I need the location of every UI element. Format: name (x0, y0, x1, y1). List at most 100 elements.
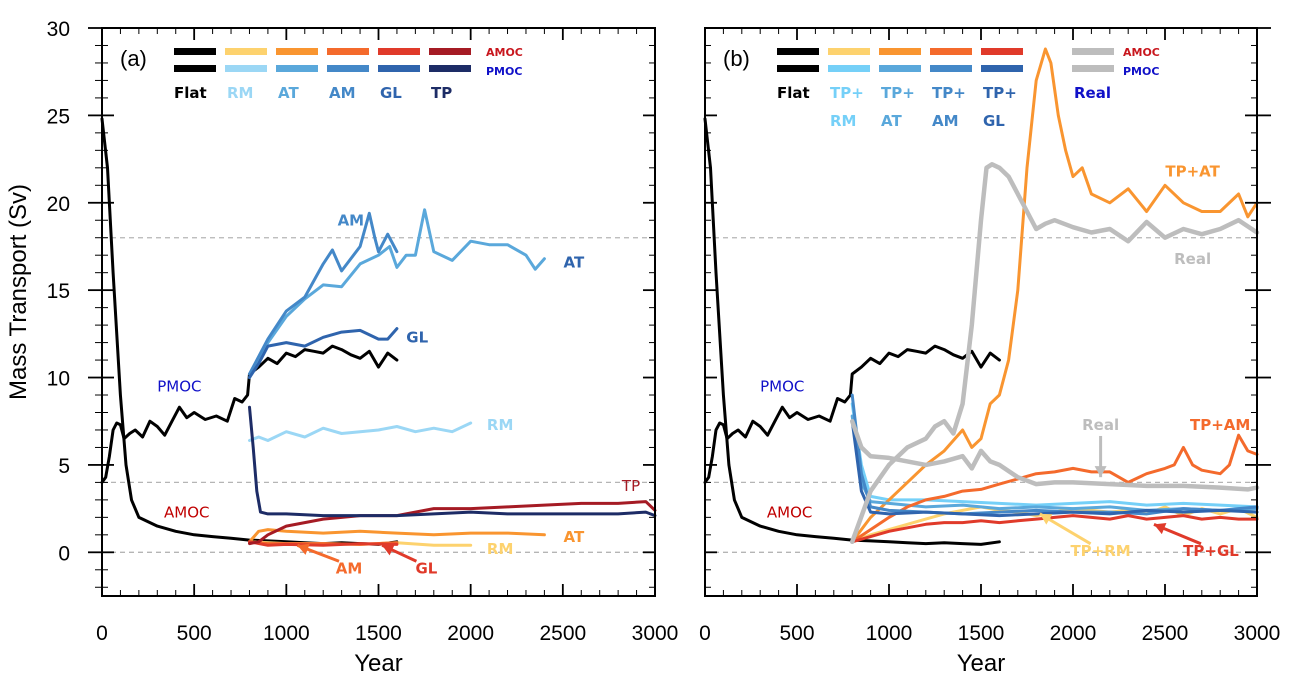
y-tick-label: 10 (47, 368, 70, 391)
legend-entry: AT (276, 48, 318, 102)
legend-entry: TP+ GL (981, 48, 1023, 130)
legend-swatch-pmoc (429, 65, 471, 72)
legend-swatch-pmoc (1072, 65, 1114, 72)
legend-swatch-pmoc (327, 65, 369, 72)
annotation-label: AMOC (164, 503, 209, 521)
annotation: AT (564, 253, 585, 271)
annotation-label: AT (564, 253, 585, 271)
series-line-tp-am-amoc (850, 433, 1259, 544)
x-tick-label: 2500 (539, 622, 586, 645)
annotation-label: RM (487, 416, 513, 434)
y-tick-label: 20 (47, 193, 70, 216)
annotation-label: TP+GL (1183, 542, 1239, 560)
legend-entry: TP+ AT (879, 48, 921, 130)
x-tick-label: 3000 (632, 622, 679, 645)
legend-label-line2: AT (881, 112, 902, 130)
x-tick-label: 0 (699, 622, 711, 645)
panel-label: (a) (120, 46, 147, 71)
legend-label: TP (431, 84, 452, 102)
legend-label: TP+ (983, 84, 1017, 102)
annotation-label: PMOC (157, 378, 201, 396)
x-axis-title: Year (957, 650, 1006, 677)
x-tick-label: 3000 (1234, 622, 1281, 645)
annotation: TP+GL (1153, 522, 1239, 560)
legend-label: TP+ (932, 84, 966, 102)
annotation: PMOC (760, 378, 804, 396)
annotation: Real (1082, 416, 1119, 478)
legend-label: GL (380, 84, 402, 102)
series-line-gl-pmoc (248, 327, 399, 379)
annotation-label: RM (487, 540, 513, 558)
legend-label: RM (227, 84, 253, 102)
legend-swatch-amoc (429, 48, 471, 55)
annotation-label: TP+AM (1190, 416, 1250, 434)
arrow-head-icon (1039, 513, 1053, 525)
annotation-label: Real (1082, 416, 1119, 434)
series-line-at-pmoc (248, 208, 546, 379)
legend-entry: Real (1072, 48, 1114, 102)
annotation: GL (406, 329, 428, 347)
annotation-label: AT (564, 528, 585, 546)
legend-swatch-amoc (828, 48, 870, 55)
y-tick-label: 15 (47, 280, 70, 303)
annotation: PMOC (157, 378, 201, 396)
legend-entry: TP+ RM (828, 48, 870, 130)
legend-entry: AM (327, 48, 369, 102)
legend: Flat RM AT AM GL TP AMOC PMOC (174, 46, 523, 102)
x-tick-label: 2000 (447, 622, 494, 645)
x-tick-label: 0 (96, 622, 108, 645)
legend-entry: GL (378, 48, 420, 102)
arrow-head-icon (382, 544, 395, 556)
legend-entry: TP+ AM (930, 48, 972, 130)
series-line-real-amoc (849, 162, 1260, 545)
series-line-tp-pmoc (248, 405, 657, 518)
legend-label-line2: RM (830, 112, 856, 130)
legend-label: TP+ (830, 84, 864, 102)
y-tick-label: 30 (47, 18, 70, 41)
legend-swatch-amoc (879, 48, 921, 55)
x-tick-label: 1500 (958, 622, 1005, 645)
legend: Flat TP+ RM TP+ AT TP+ AM TP+ GL Real AMOC PMOC (777, 46, 1160, 130)
x-tick-label: 2000 (1050, 622, 1097, 645)
legend-swatch-pmoc (828, 65, 870, 72)
legend-swatch-pmoc (930, 65, 972, 72)
annotation: AM (296, 543, 362, 577)
legend-swatch-pmoc (276, 65, 318, 72)
annotation-label: TP+RM (1070, 542, 1130, 560)
series-line-am-pmoc (248, 211, 399, 376)
annotation: TP+AM (1190, 416, 1250, 434)
series-line-tp-gl-amoc (850, 514, 1259, 544)
annotation-label: AM (338, 211, 365, 229)
series-line-rm-pmoc (248, 421, 473, 442)
series-line-flat-pmoc (703, 344, 1001, 484)
annotation: Real (1174, 250, 1211, 268)
annotation-label: GL (406, 329, 428, 347)
legend-entry: RM (225, 48, 267, 102)
legend-label: AM (329, 84, 356, 102)
annotation: AMOC (767, 503, 812, 521)
arrow-head-icon (297, 543, 310, 555)
x-tick-label: 2500 (1142, 622, 1189, 645)
legend-label: Flat (777, 84, 810, 102)
annotation: AT (564, 528, 585, 546)
legend-label-line2: AM (932, 112, 959, 130)
series-line-tp-rm-pmoc (850, 402, 1259, 509)
legend-swatch-pmoc (879, 65, 921, 72)
legend-swatch-amoc (174, 48, 216, 55)
panel-b: 0 500 1000 1500 2000 2500 3000 Year (b) Flat TP+ RM… (699, 27, 1281, 677)
legend-row-label-amoc: AMOC (486, 46, 523, 59)
legend-entry: Flat (777, 48, 819, 102)
x-tick-label: 1000 (866, 622, 913, 645)
legend-swatch-amoc (930, 48, 972, 55)
legend-entry: TP (429, 48, 471, 102)
annotation: AM (338, 211, 365, 229)
legend-label: TP+ (881, 84, 915, 102)
x-tick-label: 500 (177, 622, 212, 645)
series-line-flat-pmoc (100, 344, 399, 484)
annotation-label: GL (415, 559, 437, 577)
annotation: RM (487, 540, 513, 558)
series-line-tp-amoc (248, 500, 657, 546)
legend-swatch-amoc (276, 48, 318, 55)
annotation: TP (621, 477, 640, 495)
